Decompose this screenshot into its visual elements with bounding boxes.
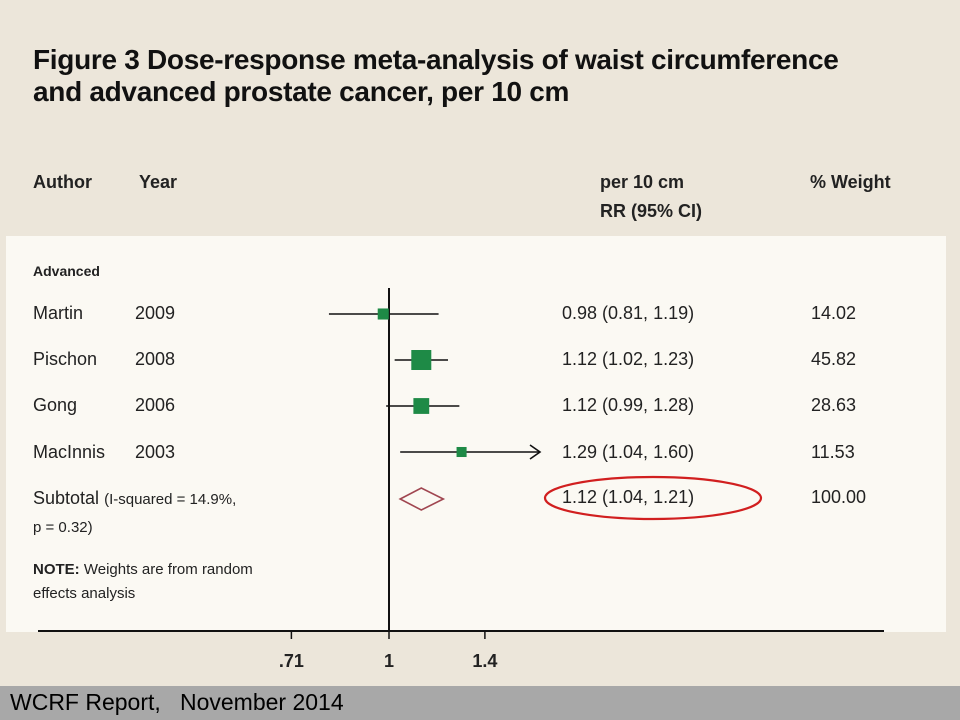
pooled-estimate-diamond [398, 487, 446, 511]
title-line-1: Figure 3 Dose-response meta-analysis of … [33, 44, 839, 75]
study-year: 2009 [135, 303, 176, 323]
study-weight: 11.53 [811, 442, 855, 462]
x-axis-tick-label: 1 [384, 651, 394, 671]
study-ci: 0.98 (0.81, 1.19) [562, 303, 695, 323]
subtotal-weight: 100.00 [811, 487, 867, 507]
subtotal-ci: 1.12 (1.04, 1.21) [562, 487, 695, 507]
note: NOTE: Weights are from random effects an… [33, 558, 253, 606]
section-label-advanced: Advanced [33, 263, 100, 279]
ci-arrow-icon [529, 444, 542, 460]
study-author: Gong [33, 395, 78, 415]
footer-bar: WCRF Report, November 2014 [0, 686, 960, 720]
study-weight: 14.02 [811, 303, 857, 323]
study-ci: 1.12 (0.99, 1.28) [562, 395, 695, 415]
x-axis-tick-label: 1.4 [472, 651, 497, 671]
study-year: 2008 [135, 349, 176, 369]
title-line-2: and advanced prostate cancer, per 10 cm [33, 76, 570, 107]
study-weight: 28.63 [811, 395, 857, 415]
header-weight: % Weight [810, 172, 891, 192]
header-rr-line2: RR (95% CI) [600, 201, 703, 221]
study-point-marker [411, 350, 432, 370]
study-weight: 45.82 [811, 349, 857, 369]
header-rr-line1: per 10 cm [600, 172, 685, 192]
study-year: 2003 [135, 442, 176, 462]
study-point-marker [377, 308, 389, 320]
footer-text: WCRF Report, November 2014 [10, 689, 344, 715]
study-ci: 1.29 (1.04, 1.60) [562, 442, 695, 462]
study-author: Martin [33, 303, 84, 323]
subtotal-label-block: Subtotal (I-squared = 14.9%, p = 0.32) [33, 485, 236, 541]
study-author: Pischon [33, 349, 98, 369]
subtotal-stat-line1: (I-squared = 14.9%, [104, 491, 237, 508]
note-bold: NOTE: [33, 561, 80, 578]
subtotal-label: Subtotal [33, 488, 100, 508]
study-author: MacInnis [33, 442, 106, 462]
forest-plot-panel [6, 236, 946, 632]
note-line1: Weights are from random [83, 561, 253, 578]
study-point-marker [456, 446, 467, 458]
figure-title: Figure 3 Dose-response meta-analysis of … [33, 44, 913, 108]
x-axis-tick-label: .71 [279, 651, 304, 671]
note-line2: effects analysis [33, 585, 136, 602]
subtotal-stat-line2: p = 0.32) [33, 519, 93, 536]
header-author: Author [33, 172, 92, 192]
study-point-marker [413, 398, 430, 414]
highlight-ellipse [543, 475, 763, 521]
study-ci: 1.12 (1.02, 1.23) [562, 349, 695, 369]
study-year: 2006 [135, 395, 176, 415]
header-year: Year [139, 172, 178, 192]
